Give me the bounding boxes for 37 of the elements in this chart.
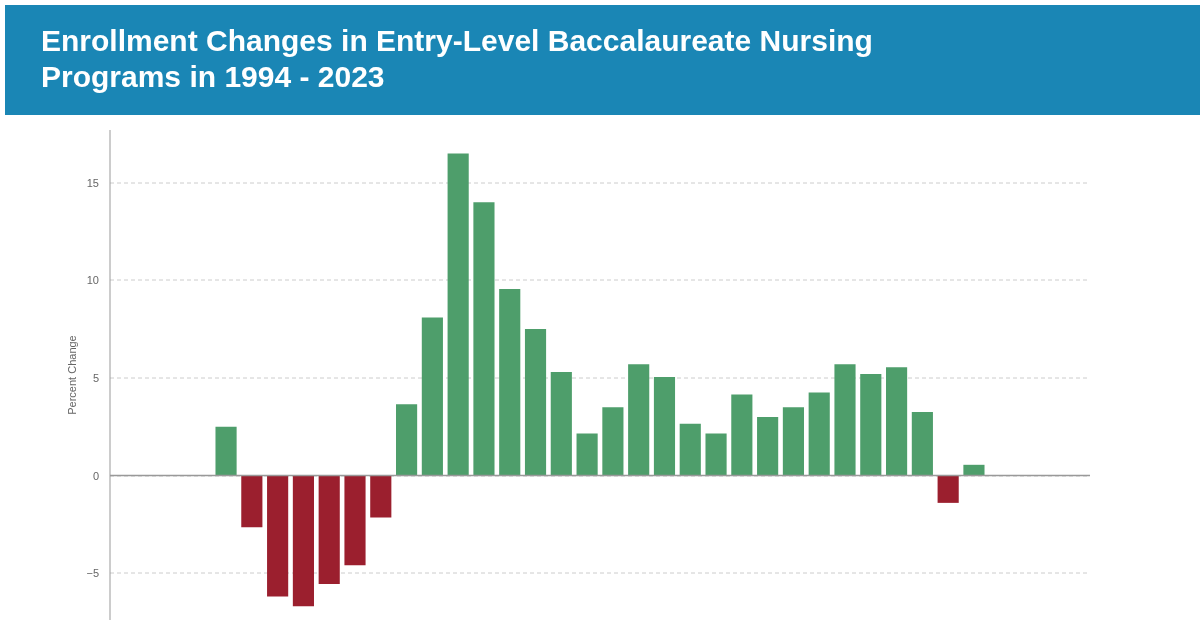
bar: [447, 153, 469, 476]
bar: [550, 372, 572, 476]
y-tick-label: −5: [86, 567, 100, 580]
bar: [396, 404, 418, 476]
y-tick-label: 0: [92, 469, 100, 482]
bar: [886, 367, 908, 476]
bar: [499, 289, 521, 476]
y-axis-title: Percent Change: [66, 335, 79, 415]
bar: [757, 416, 779, 476]
bar: [808, 392, 830, 476]
bar: [344, 475, 366, 566]
bar: [576, 433, 598, 476]
bar: [318, 475, 340, 584]
bar: [628, 364, 650, 476]
y-tick-label: 15: [86, 176, 100, 189]
bar: [860, 374, 882, 476]
bar: [679, 423, 701, 476]
bar: [241, 475, 263, 528]
bar: [705, 433, 727, 476]
bar: [731, 394, 753, 476]
bar: [370, 475, 392, 518]
bar: [834, 364, 856, 476]
y-tick-label: 5: [92, 371, 100, 384]
bar: [602, 407, 624, 476]
bar: [653, 376, 676, 476]
bar: [782, 407, 804, 476]
bar: [473, 202, 495, 476]
y-tick-label: 10: [86, 274, 100, 287]
bar: [421, 317, 443, 476]
bar: [524, 329, 547, 476]
bar: [215, 426, 237, 476]
bar: [267, 475, 289, 597]
bar: [937, 475, 959, 503]
bar: [292, 475, 314, 607]
chart-title: Enrollment Changes in Entry-Level Baccalaureate Nursing Programs in 1994 - 2023: [5, 5, 937, 115]
bar: [963, 464, 985, 476]
bar: [911, 412, 933, 476]
